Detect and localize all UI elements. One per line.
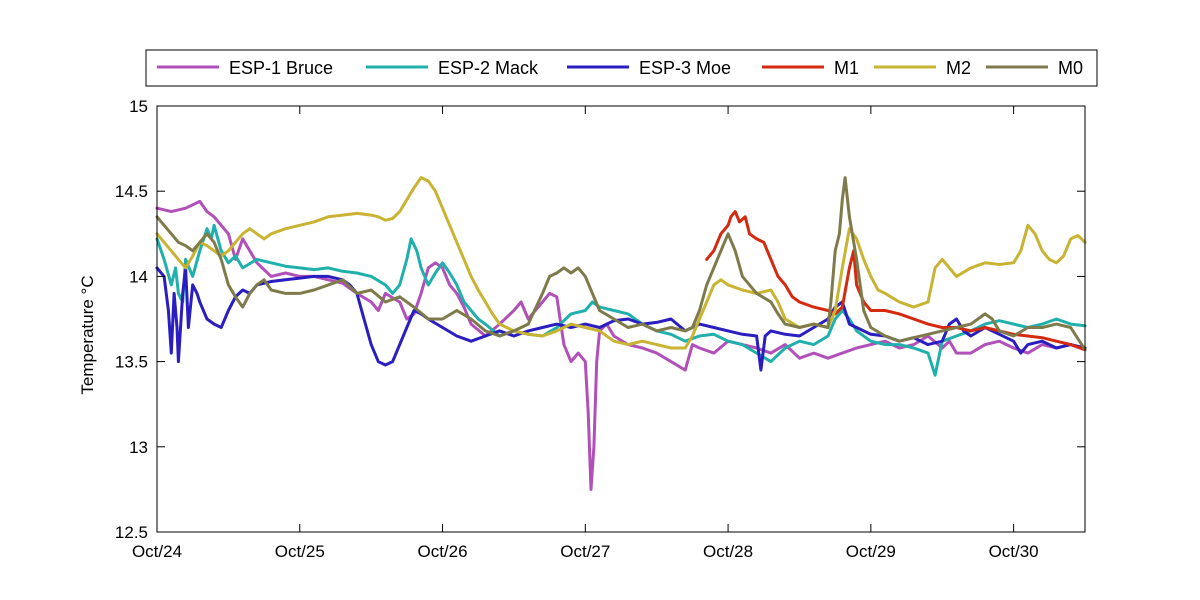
y-tick-label-0: 12.5: [115, 523, 148, 542]
y-tick-label-5: 15: [129, 97, 148, 116]
x-tick-label-1: Oct/25: [275, 542, 325, 561]
x-tick-label-6: Oct/30: [989, 542, 1039, 561]
legend-label-1: ESP-2 Mack: [438, 58, 539, 78]
x-tick-label-4: Oct/28: [703, 542, 753, 561]
legend: ESP-1 Bruce ESP-2 Mack ESP-3 Moe M1 M2 M0: [145, 49, 1098, 87]
axes-frame: [156, 105, 1086, 533]
y-axis-label: Temperature °C: [78, 275, 97, 394]
x-tick-label-3: Oct/27: [560, 542, 610, 561]
y-tick-label-2: 13.5: [115, 353, 148, 372]
x-tick-label-2: Oct/26: [417, 542, 467, 561]
series-layer: [155, 176, 1087, 491]
x-tick-label-0: Oct/24: [132, 542, 182, 561]
series-line-5: [155, 176, 1087, 352]
legend-label-3: M1: [834, 58, 859, 78]
y-tick-label-1: 13: [129, 438, 148, 457]
axes-layer: Oct/24 Oct/25 Oct/26 Oct/27 Oct/28 Oct/29 Oct/…: [115, 97, 1086, 561]
x-tick-label-5: Oct/29: [846, 542, 896, 561]
legend-label-4: M2: [946, 58, 971, 78]
series-line-3: [705, 210, 1087, 352]
legend-label-0: ESP-1 Bruce: [229, 58, 333, 78]
y-tick-label-4: 14.5: [115, 182, 148, 201]
legend-label-2: ESP-3 Moe: [639, 58, 731, 78]
legend-label-5: M0: [1058, 58, 1083, 78]
y-tick-label-3: 14: [129, 267, 148, 286]
series-line-4: [155, 176, 1087, 350]
